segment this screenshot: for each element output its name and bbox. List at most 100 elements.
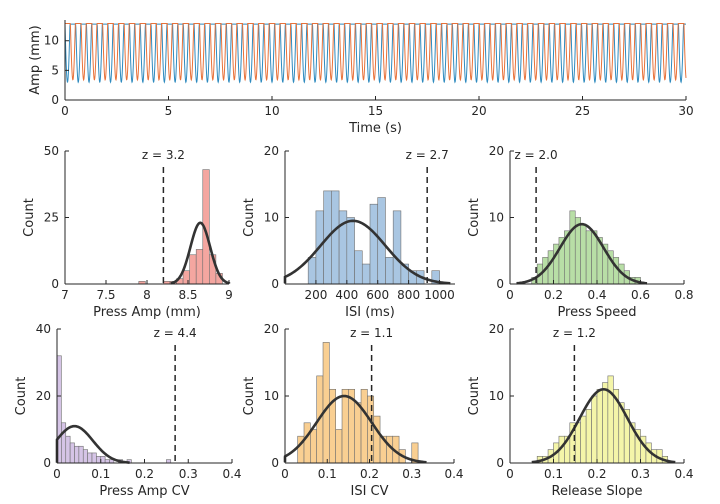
histogram-bar (341, 388, 349, 464)
histogram-bar (585, 230, 592, 285)
histogram-bar (87, 452, 93, 464)
histogram-bar (310, 429, 317, 464)
histogram-bar (392, 210, 402, 285)
y-tick-label: 0 (271, 456, 279, 470)
y-axis-label: Count (467, 198, 482, 237)
y-tick-label: 0 (51, 277, 59, 291)
x-tick-label: 0.2 (360, 467, 379, 481)
histogram-bar (96, 455, 102, 464)
y-tick-label: 25 (44, 211, 59, 225)
x-tick-label: 0.4 (587, 288, 606, 302)
x-tick-label: 0.4 (444, 467, 463, 481)
x-tick-label: 0 (506, 467, 514, 481)
press-speed-histogram: z = 2.0 0 0.2 0.4 0.6 0.8 0 10 20 Press Speed Coun… (467, 144, 694, 320)
x-tick-label: 0.1 (544, 467, 563, 481)
y-tick-label: 0 (43, 456, 51, 470)
histogram-bar (182, 270, 190, 285)
histogram-bar (569, 210, 576, 285)
x-tick-label: 5 (165, 104, 173, 118)
histogram-bar (580, 223, 587, 285)
z-score-annotation: z = 4.4 (154, 326, 197, 340)
x-tick-label: 0.6 (631, 288, 650, 302)
histogram-bar (82, 449, 88, 464)
histogram-bar (602, 382, 609, 464)
y-tick-label: 0 (271, 277, 279, 291)
histogram-bar (65, 435, 71, 464)
y-tick-label: 20 (264, 322, 279, 336)
histogram-bar (385, 257, 394, 285)
histogram-bar (303, 422, 311, 464)
x-tick-label: 800 (397, 288, 420, 302)
y-tick-label: 0 (496, 277, 504, 291)
z-score-annotation: z = 1.1 (350, 326, 393, 340)
x-tick-label: 1000 (424, 288, 455, 302)
x-tick-label: 0.8 (674, 288, 693, 302)
histogram-bar (166, 459, 172, 464)
y-axis-label: Count (242, 377, 257, 416)
x-tick-label: 600 (366, 288, 389, 302)
histogram-bar (322, 342, 330, 464)
x-tick-label: 200 (304, 288, 327, 302)
histogram-bar (104, 459, 110, 464)
x-axis-label: ISI (ms) (345, 305, 395, 320)
x-axis-label: Press Amp (mm) (93, 305, 201, 320)
z-score-annotation: z = 2.7 (406, 148, 449, 162)
histogram-bar (574, 422, 581, 464)
histogram-bar (307, 257, 317, 285)
histogram-bar (547, 250, 554, 285)
y-axis-label: Count (22, 198, 37, 237)
y-tick-label: 0 (51, 93, 59, 107)
y-axis-label: Count (14, 377, 29, 416)
histogram-bar (596, 388, 603, 464)
x-tick-label: 0 (53, 467, 61, 481)
y-tick-label: 40 (36, 322, 51, 336)
y-tick-label: 20 (36, 389, 51, 403)
histogram-bar (335, 429, 343, 464)
histogram-bar (91, 452, 97, 464)
x-tick-label: 30 (678, 104, 693, 118)
histogram-bar (69, 442, 75, 464)
histogram-bar (585, 409, 592, 464)
histogram-bar (591, 230, 598, 285)
x-tick-label: 0.3 (402, 467, 421, 481)
y-tick-label: 10 (44, 34, 59, 48)
histogram-bar (354, 250, 363, 285)
x-tick-label: 0.3 (631, 467, 650, 481)
histogram-bar (74, 445, 80, 464)
x-tick-label: 7.5 (96, 288, 115, 302)
y-tick-label: 50 (44, 144, 59, 158)
series-line-orange (65, 23, 687, 82)
x-tick-label: 0.4 (222, 467, 241, 481)
release-slope-histogram: z = 1.2 0 0.1 0.2 0.3 0.4 0 10 20 Release Slope Co… (467, 322, 694, 499)
x-tick-label: 15 (368, 104, 383, 118)
histogram-bar (607, 375, 614, 464)
histogram-bar (195, 249, 204, 285)
x-tick-label: 400 (335, 288, 358, 302)
x-tick-label: 0.1 (318, 467, 337, 481)
histogram-bar (189, 254, 197, 285)
x-tick-label: 9 (225, 288, 233, 302)
x-tick-label: 0.4 (674, 467, 693, 481)
time-series-panel: 0 5 10 15 20 25 30 0 5 10 Time (s) Amp (mm) (28, 20, 694, 136)
y-tick-label: 0 (496, 456, 504, 470)
y-tick-label: 20 (489, 144, 504, 158)
x-tick-label: 0.1 (91, 467, 110, 481)
histogram-bar (354, 402, 362, 464)
histogram-bar (61, 422, 67, 464)
histogram-bar (331, 190, 340, 285)
gaussian-fit-curve (283, 219, 451, 285)
histogram-bar (78, 445, 84, 464)
histogram-bar (373, 415, 381, 464)
x-tick-label: 0 (281, 467, 289, 481)
y-axis-label: Count (467, 377, 482, 416)
x-tick-label: 0.3 (179, 467, 198, 481)
x-tick-label: 20 (471, 104, 486, 118)
histogram-bar (361, 263, 371, 285)
isi-cv-histogram: z = 1.1 0 0.1 0.2 0.3 0.4 0 10 20 ISI CV Count (242, 322, 464, 499)
series-line-blue (64, 23, 686, 84)
y-tick-label: 5 (51, 63, 59, 77)
y-tick-label: 10 (264, 389, 279, 403)
gaussian-fit-curve (283, 394, 427, 464)
z-score-annotation: z = 3.2 (142, 148, 185, 162)
